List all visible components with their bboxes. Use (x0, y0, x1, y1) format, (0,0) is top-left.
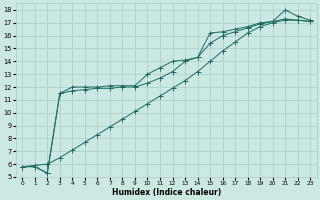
X-axis label: Humidex (Indice chaleur): Humidex (Indice chaleur) (112, 188, 221, 197)
